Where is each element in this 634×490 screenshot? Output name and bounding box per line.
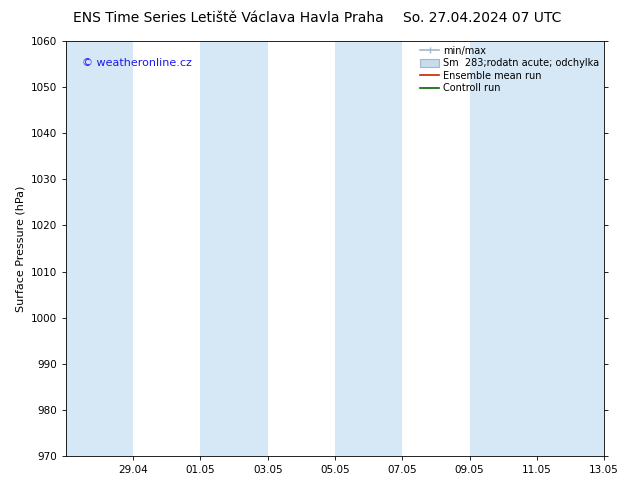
Text: © weatheronline.cz: © weatheronline.cz <box>82 58 192 68</box>
Legend: min/max, Sm  283;rodatn acute; odchylka, Ensemble mean run, Controll run: min/max, Sm 283;rodatn acute; odchylka, … <box>418 44 601 95</box>
Bar <box>200 41 268 456</box>
Bar <box>66 41 133 456</box>
Text: So. 27.04.2024 07 UTC: So. 27.04.2024 07 UTC <box>403 11 561 25</box>
Bar <box>335 41 402 456</box>
Y-axis label: Surface Pressure (hPa): Surface Pressure (hPa) <box>15 185 25 312</box>
Text: ENS Time Series Letiště Václava Havla Praha: ENS Time Series Letiště Václava Havla Pr… <box>73 11 384 25</box>
Bar <box>470 41 537 456</box>
Bar <box>537 41 604 456</box>
